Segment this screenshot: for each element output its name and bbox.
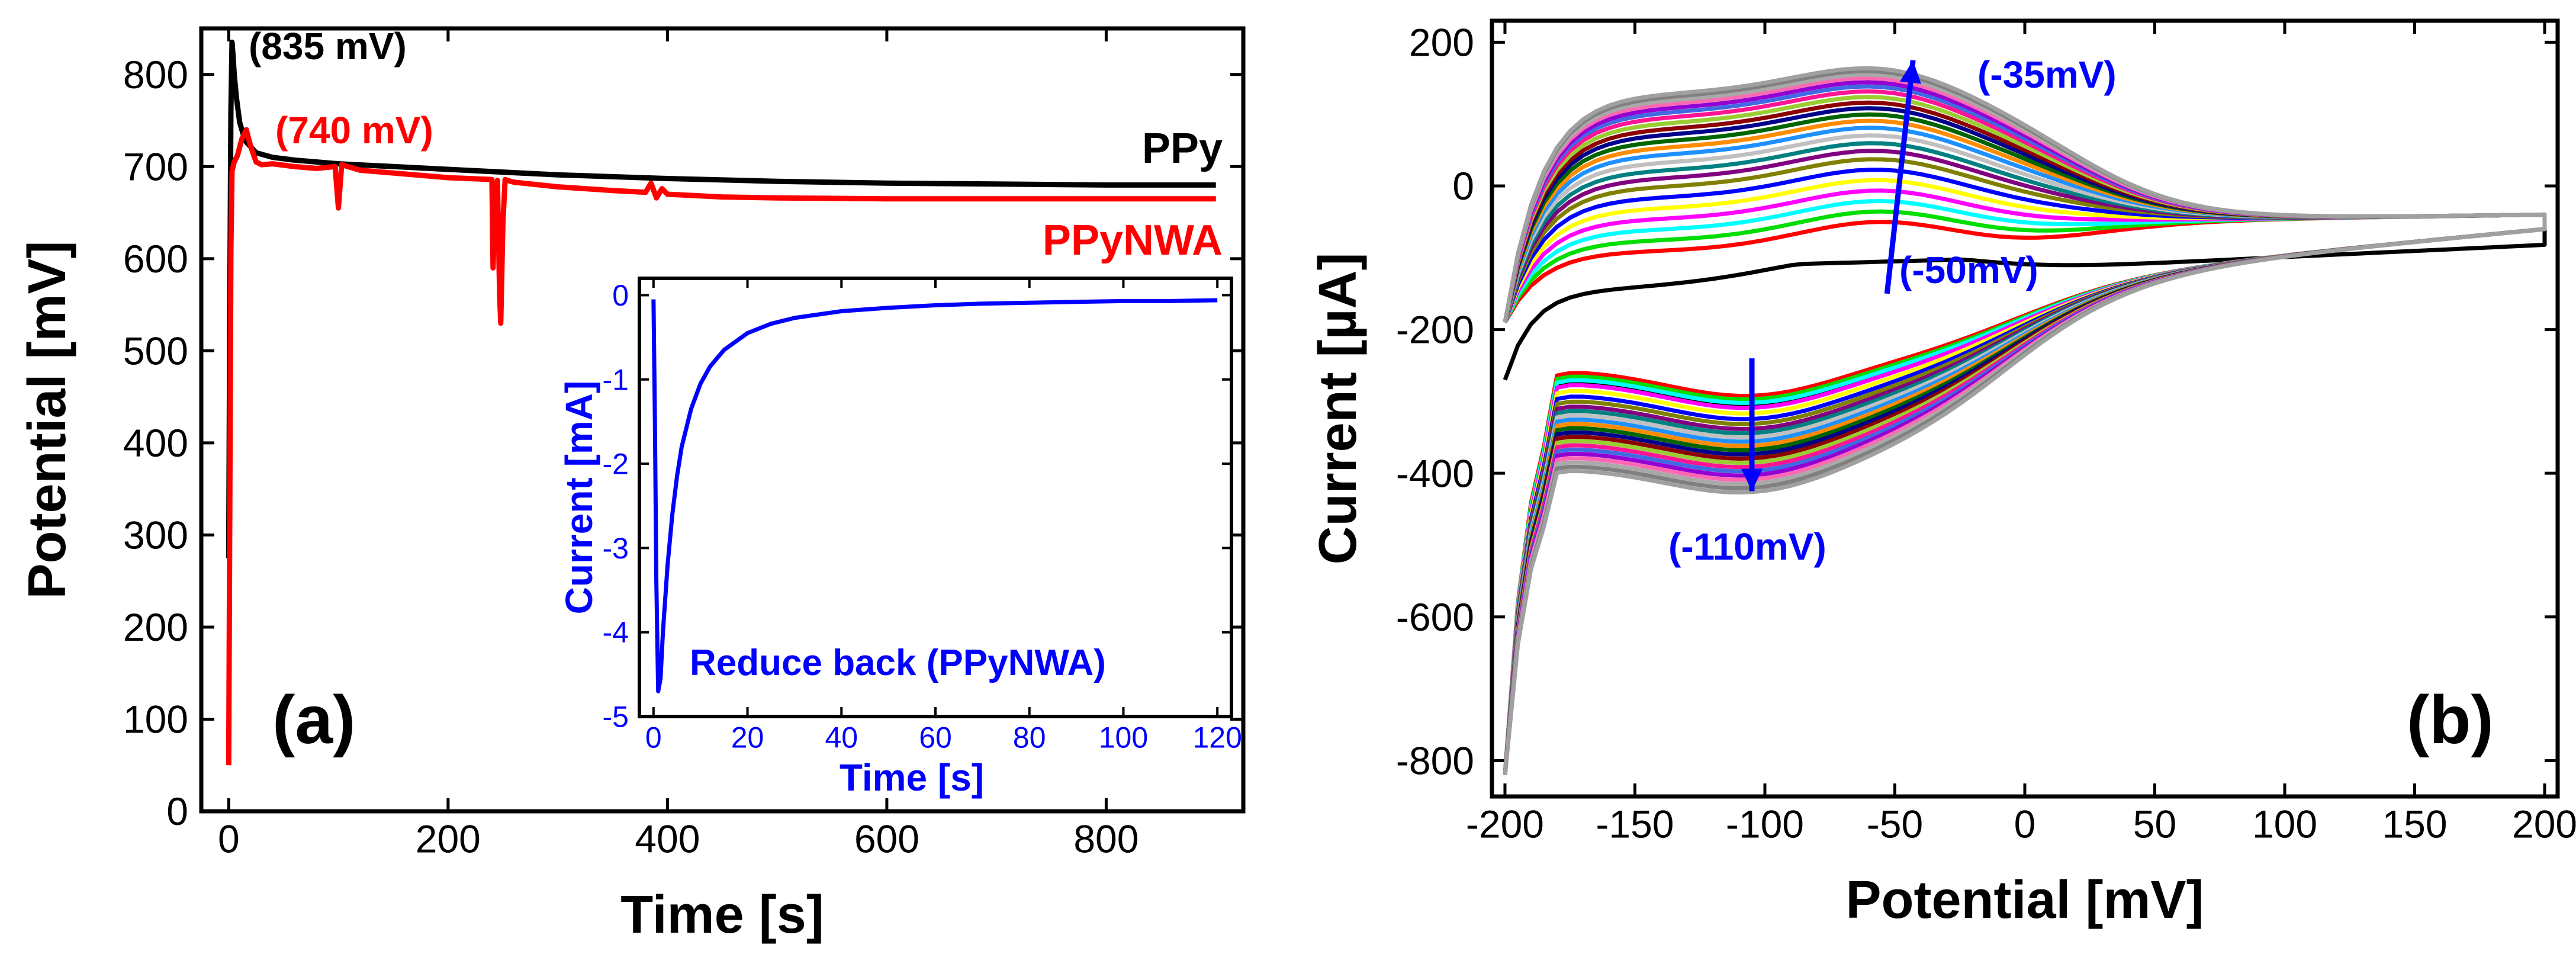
panel-a-series: [226, 39, 1216, 766]
panel-b-arrows: [1741, 60, 1921, 492]
inset-annotation: Reduce back (PPyNWA): [690, 643, 1106, 683]
panel-b-x-axis-label: Potential [mV]: [1845, 871, 2204, 930]
y-tick-label: 200: [1409, 20, 1474, 64]
panel-b-y-axis-label: Current [µA]: [1308, 253, 1368, 565]
y-tick-label: 700: [123, 144, 188, 188]
x-tick-label: 50: [2133, 802, 2176, 846]
annotation-minus110: (-110mV): [1668, 525, 1826, 568]
panel-b-series: [1503, 66, 2547, 775]
y-tick-label: 0: [612, 279, 629, 312]
panel-a-inset: 0 20 40 60 80 100 120 -5 -4 -3 -2 -1 0 Time [s] Cur…: [558, 277, 1242, 799]
y-tick-label: -600: [1396, 595, 1474, 639]
annotation-minus50: (-50mV): [1899, 249, 2038, 291]
cv-cycle-1: [1503, 227, 2547, 775]
series-ppynwa-line: [226, 127, 1216, 766]
panel-b-x-ticks: -200 -150 -100 -50 0 50 100 150 200: [1466, 21, 2576, 846]
y-tick-label: -3: [603, 532, 629, 565]
annotation-ppynwa-peak: (740 mV): [275, 109, 433, 152]
y-tick-label: -2: [603, 448, 629, 481]
x-tick-label: 40: [825, 721, 858, 754]
x-tick-label: -200: [1466, 802, 1544, 846]
x-tick-label: 100: [2252, 802, 2317, 846]
x-tick-label: 80: [1013, 721, 1046, 754]
inset-y-ticks: -5 -4 -3 -2 -1 0: [603, 279, 1231, 734]
x-tick-label: -50: [1867, 802, 1923, 846]
x-tick-label: 0: [2014, 802, 2036, 846]
series-ppy-line: [226, 39, 1216, 558]
inset-x-axis-label: Time [s]: [840, 756, 984, 799]
x-tick-label: 120: [1192, 721, 1242, 754]
panel-a-y-axis-label: Potential [mV]: [18, 240, 77, 599]
y-tick-label: -5: [603, 701, 629, 734]
y-tick-label: 600: [123, 237, 188, 281]
x-tick-label: 100: [1099, 721, 1148, 754]
y-tick-label: 0: [166, 789, 188, 833]
y-tick-label: 100: [123, 698, 188, 741]
cv-cycle-24: [1503, 66, 2547, 775]
x-tick-label: -150: [1596, 802, 1674, 846]
panel-a-frame: [199, 26, 1246, 814]
x-tick-label: 800: [1073, 817, 1139, 860]
panel-a-x-axis-label: Time [s]: [620, 885, 824, 945]
y-tick-label: -4: [603, 616, 629, 649]
x-tick-label: 400: [635, 817, 700, 860]
x-tick-label: 600: [854, 817, 919, 860]
y-tick-label: 800: [123, 53, 188, 97]
x-tick-label: 0: [218, 817, 240, 860]
y-tick-label: 400: [123, 421, 188, 465]
inset-x-ticks: 0 20 40 60 80 100 120: [645, 278, 1242, 754]
x-tick-label: 60: [919, 721, 952, 754]
legend-ppy: PPy: [1142, 125, 1223, 172]
y-tick-label: -200: [1396, 308, 1474, 352]
x-tick-label: -100: [1726, 802, 1804, 846]
y-tick-label: 300: [123, 513, 188, 557]
x-tick-label: 200: [416, 817, 481, 860]
x-tick-label: 20: [731, 721, 764, 754]
inset-frame: [638, 277, 1233, 718]
y-tick-label: 500: [123, 329, 188, 372]
panel-a: 0 200 400 600 800 0100200300400500600700800 …: [18, 25, 1246, 945]
y-tick-label: -1: [603, 363, 629, 396]
y-tick-label: -800: [1396, 738, 1474, 782]
y-tick-label: -400: [1396, 451, 1474, 495]
annotation-ppy-peak: (835 mV): [249, 25, 407, 68]
panel-a-label: (a): [272, 682, 356, 758]
y-tick-label: 0: [1452, 164, 1474, 208]
x-tick-label: 200: [2512, 802, 2576, 846]
inset-y-axis-label: Current [mA]: [558, 381, 600, 615]
cv-cycle-2: [1503, 213, 2547, 775]
x-tick-label: 0: [645, 721, 662, 754]
trend-arrow-head: [1900, 60, 1921, 84]
panel-b: -200 -150 -100 -50 0 50 100 150 200 -800 -600 -400…: [1308, 18, 2576, 930]
panel-b-y-ticks: -800 -600 -400 -200 0 200: [1396, 20, 2558, 782]
panel-a-x-ticks: 0 200 400 600 800: [218, 28, 1139, 860]
cv-cycle-3: [1503, 209, 2547, 775]
annotation-minus35: (-35mV): [1977, 53, 2117, 96]
panel-b-label: (b): [2407, 682, 2494, 758]
legend-ppynwa: PPyNWA: [1043, 217, 1223, 264]
x-tick-label: 150: [2382, 802, 2447, 846]
inset-series: [651, 298, 1218, 693]
series-reduce-back-line: [651, 298, 1218, 693]
trend-arrow-head: [1741, 468, 1763, 492]
trend-arrow-shaft: [1884, 60, 1916, 294]
y-tick-label: 200: [123, 605, 188, 649]
